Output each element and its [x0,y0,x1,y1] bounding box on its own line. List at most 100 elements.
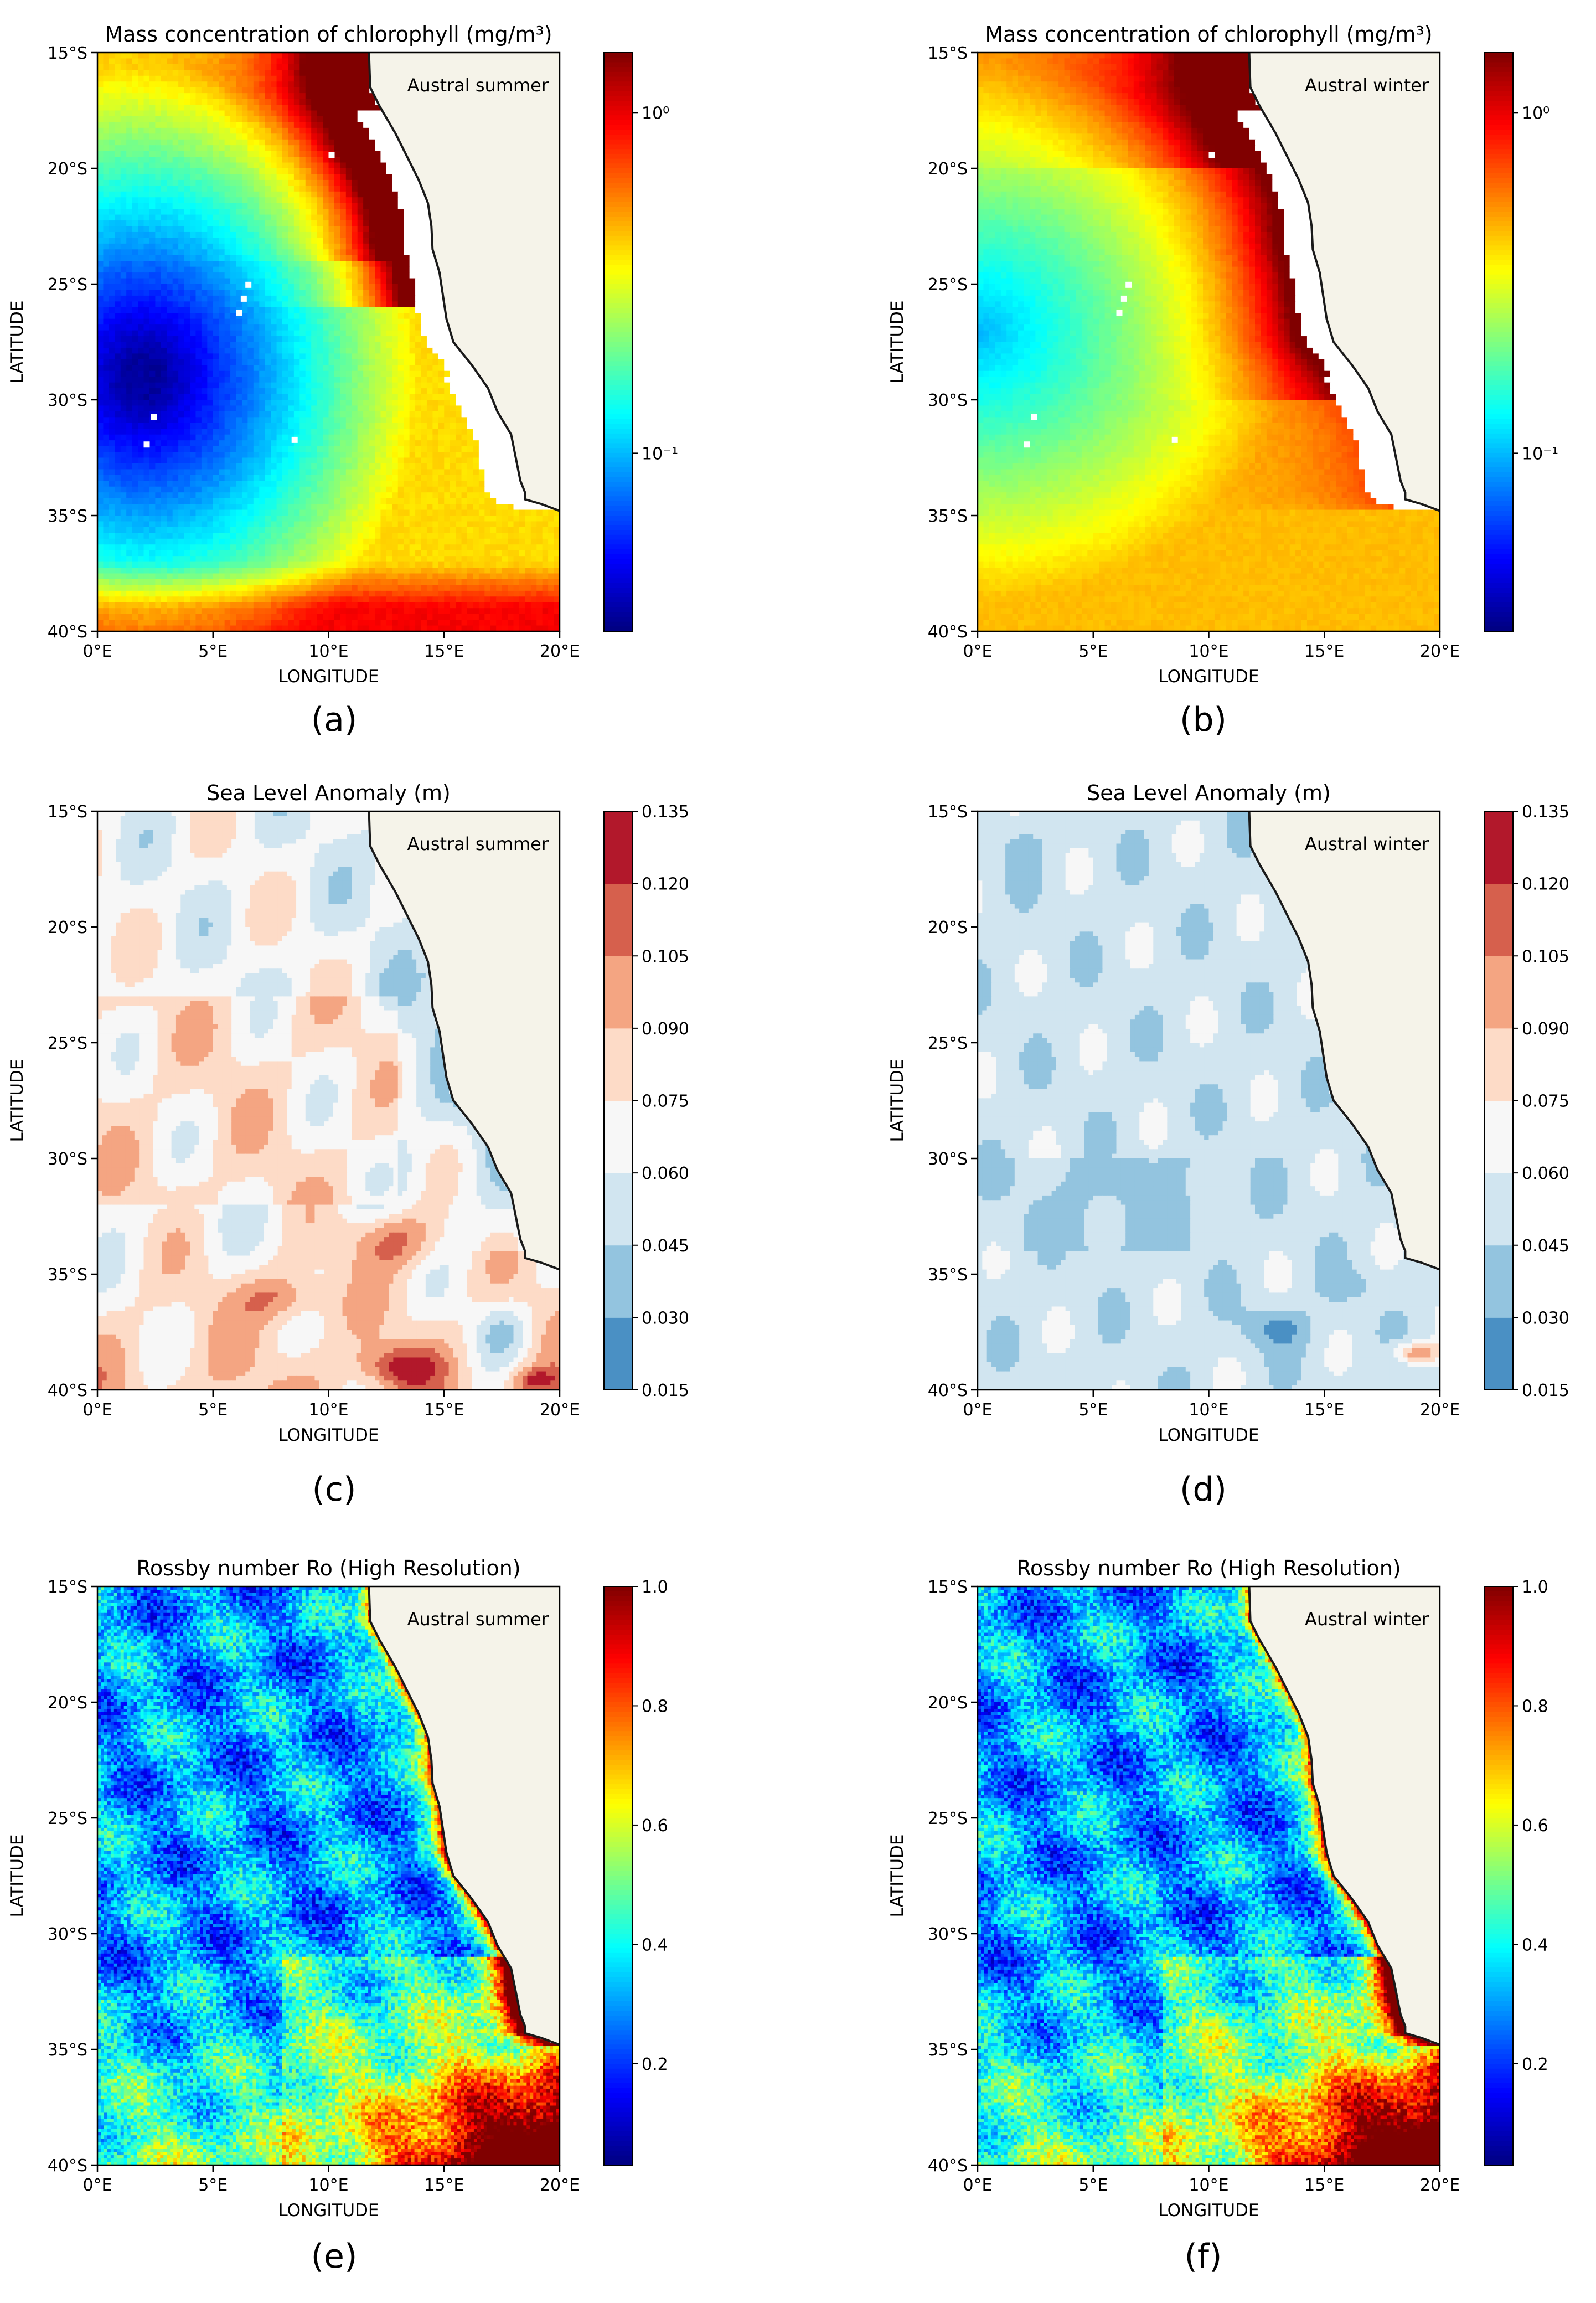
colorbar-tick-label: 0.4 [1522,1935,1548,1955]
colorbar-step [1484,135,1513,140]
y-tick-label: 25°S [928,1809,968,1828]
colorbar-step [1484,279,1513,284]
colorbar-step [1484,1736,1513,1741]
masked-cell [1121,296,1127,302]
colorbar-step [604,588,633,593]
colorbar-step [604,2016,633,2021]
colorbar-step [604,236,633,241]
colorbar-step [1484,149,1513,154]
colorbar-step [1484,1707,1513,1712]
colorbar-step [604,453,633,458]
colorbar-step [1484,1939,1513,1944]
colorbar-step [604,2078,633,2083]
colorbar-step [604,1876,633,1881]
colorbar-step [1484,2016,1513,2021]
y-tick-label: 20°S [48,159,87,179]
colorbar-step [604,193,633,198]
colorbar-step [1484,226,1513,231]
colorbar-step [604,347,633,352]
colorbar-step [1484,458,1513,463]
masked-cell [1031,414,1037,420]
colorbar-step [604,1871,633,1876]
colorbar-tick-label: 0.015 [1522,1381,1569,1400]
colorbar-step [604,2112,633,2117]
colorbar-step [1484,1890,1513,1895]
masked-cell [245,282,251,288]
colorbar-step [604,260,633,265]
colorbar-step [1484,1804,1513,1809]
y-tick-label: 40°S [48,622,87,642]
chart-title: Mass concentration of chlorophyll (mg/m³… [985,22,1432,47]
colorbar-step [1484,2030,1513,2035]
colorbar-step [1484,1586,1513,1591]
panel-e: Rossby number Ro (High Resolution)Austra… [7,1556,668,2276]
colorbar-step [604,2054,633,2059]
panel-label: (d) [1180,1470,1227,1509]
colorbar-step [604,2074,633,2079]
colorbar-step [604,2088,633,2093]
colorbar-step [1484,1784,1513,1789]
colorbar-step [604,2131,633,2136]
colorbar-step [1484,318,1513,323]
colorbar-step [1484,197,1513,202]
colorbar-step [1484,453,1513,458]
colorbar-step [604,231,633,236]
y-tick-label: 35°S [48,1265,87,1285]
colorbar-step [604,1934,633,1939]
colorbar-step [1484,2059,1513,2064]
colorbar-step [604,120,633,125]
colorbar-step [1484,1697,1513,1702]
colorbar-step [1484,1861,1513,1866]
colorbar-step [604,482,633,487]
colorbar-step [604,332,633,337]
colorbar-step [1484,2088,1513,2093]
colorbar-step [604,1847,633,1852]
colorbar-step [1484,188,1513,193]
y-tick-label: 30°S [48,391,87,410]
season-label: Austral summer [407,1609,549,1630]
colorbar-step [1484,1813,1513,1818]
colorbar-step [604,2025,633,2030]
colorbar-step [1484,2006,1513,2011]
colorbar-step [1484,1809,1513,1813]
colorbar-step [1484,183,1513,188]
colorbar-step [1484,72,1513,77]
colorbar-step [604,2126,633,2131]
colorbar-step [1484,1919,1513,1924]
colorbar-step [604,390,633,395]
x-tick-label: 0°E [82,642,112,661]
colorbar-step [1484,597,1513,602]
x-axis-label: LONGITUDE [278,1425,379,1445]
y-tick-label: 40°S [928,622,968,642]
panel-f: Rossby number Ro (High Resolution)Austra… [887,1556,1548,2276]
colorbar-step [1484,1948,1513,1953]
colorbar-step [1484,1635,1513,1640]
colorbar-bin [604,1317,633,1390]
colorbar-step [1484,313,1513,318]
x-tick-label: 15°E [1304,1400,1344,1420]
colorbar-tick-label: 10⁻¹ [1522,444,1558,463]
y-tick-label: 20°S [48,1693,87,1713]
colorbar-step [1484,477,1513,482]
colorbar-step [1484,1654,1513,1659]
y-axis-label: LATITUDE [7,301,27,384]
x-tick-label: 15°E [424,1400,464,1420]
colorbar: 0.1350.1200.1050.0900.0750.0600.0450.030… [604,802,689,1400]
colorbar-step [604,2136,633,2141]
colorbar-step [1484,111,1513,116]
y-tick-label: 30°S [928,1925,968,1944]
colorbar-step [1484,434,1513,439]
x-tick-label: 20°E [1420,2176,1460,2195]
colorbar-step [1484,1615,1513,1620]
colorbar-step [604,1958,633,1963]
colorbar-step [1484,2098,1513,2103]
colorbar-bin [604,1101,633,1173]
colorbar-step [1484,1625,1513,1630]
colorbar-step [604,2122,633,2127]
colorbar-step [604,308,633,313]
colorbar-step [604,2059,633,2064]
colorbar-step [604,2156,633,2161]
colorbar-step [604,578,633,583]
colorbar-step [604,1890,633,1895]
colorbar-step [1484,1722,1513,1727]
